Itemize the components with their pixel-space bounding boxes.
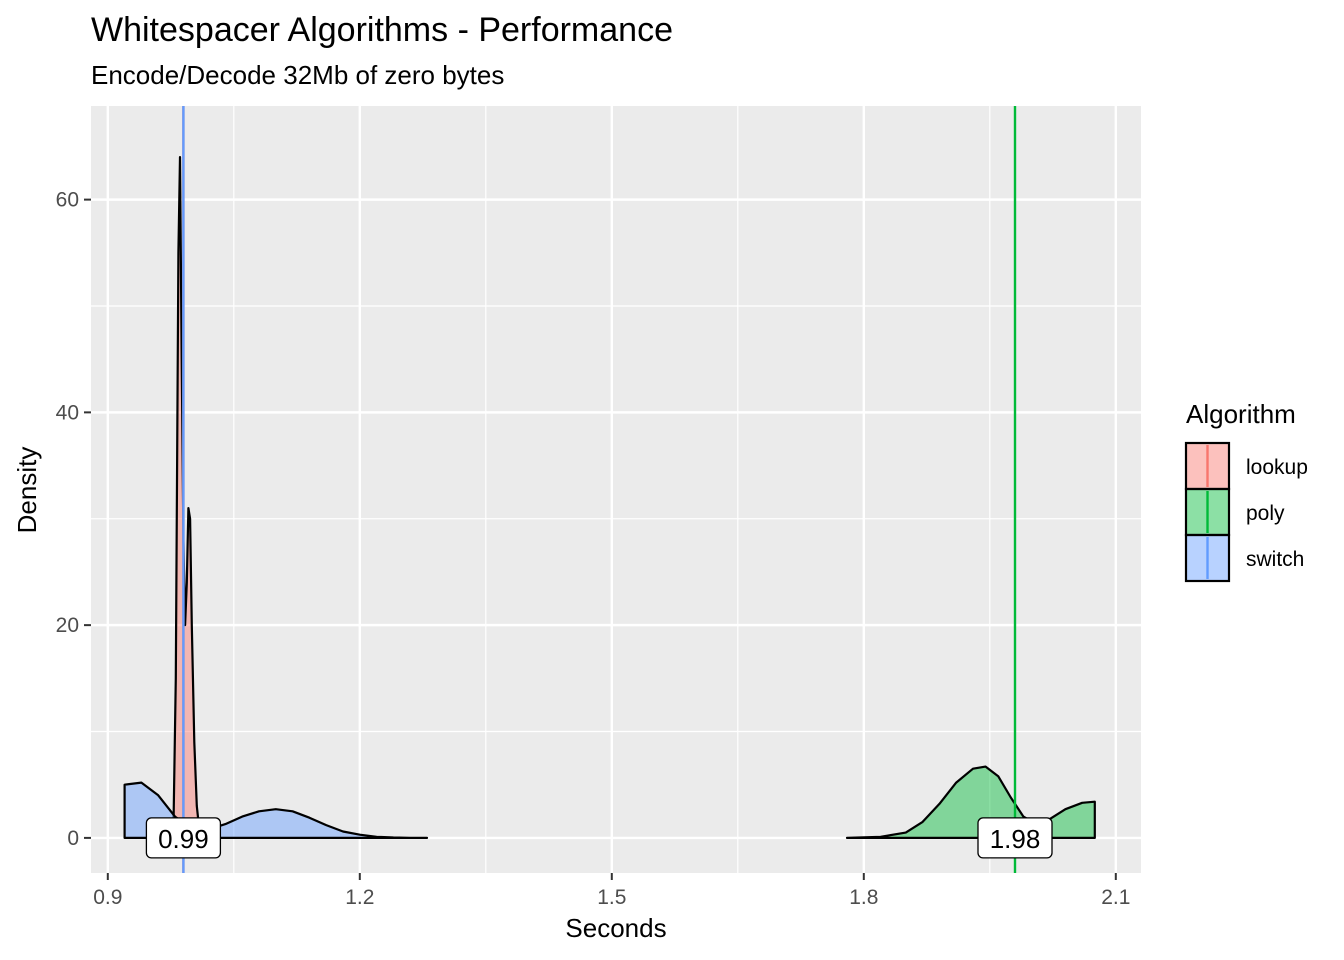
y-axis-title: Density	[12, 447, 42, 534]
chart-subtitle: Encode/Decode 32Mb of zero bytes	[91, 60, 504, 90]
value-labels: 0.99 1.98	[145, 817, 1053, 859]
x-tick-label: 1.5	[597, 886, 626, 909]
y-axis: 0 20 40 60	[56, 189, 91, 850]
x-tick-label: 2.1	[1101, 886, 1130, 909]
x-tick-label: 1.2	[345, 886, 374, 909]
density-area-lookup	[172, 156, 202, 839]
legend-label-lookup: lookup	[1246, 456, 1308, 479]
x-tick-label: 1.8	[849, 886, 878, 909]
value-label: 1.98	[990, 824, 1041, 854]
grid-minor	[91, 106, 1141, 873]
chart-title: Whitespacer Algorithms - Performance	[91, 11, 673, 49]
x-tick-label: 0.9	[93, 886, 122, 909]
legend-label-switch: switch	[1246, 548, 1304, 571]
x-axis-title: Seconds	[565, 913, 666, 943]
density-area-switch	[123, 781, 429, 839]
plot-panel	[91, 106, 1141, 873]
legend-label-poly: poly	[1246, 502, 1285, 525]
y-tick-label: 40	[56, 401, 79, 424]
value-label-box	[145, 817, 222, 859]
value-label: 0.99	[158, 824, 209, 854]
y-tick-label: 60	[56, 189, 79, 212]
x-axis: 0.9 1.2 1.5 1.8 2.1	[93, 873, 1130, 909]
value-label-box	[977, 817, 1053, 859]
y-tick-label: 20	[56, 614, 79, 637]
mean-lines	[182, 106, 1017, 873]
y-tick-label: 0	[67, 827, 79, 850]
density-areas	[123, 156, 1096, 839]
legend-title: Algorithm	[1186, 399, 1296, 429]
legend: lookup poly switch	[1184, 441, 1308, 583]
density-area-poly	[845, 765, 1096, 839]
